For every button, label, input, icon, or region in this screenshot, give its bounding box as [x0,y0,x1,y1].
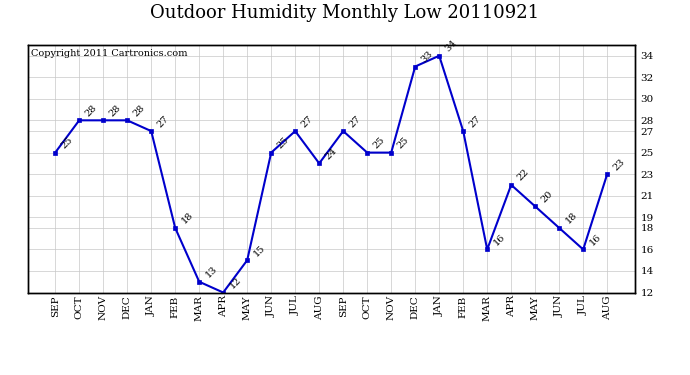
Text: 25: 25 [371,135,386,150]
Text: 28: 28 [83,103,99,118]
Text: 27: 27 [155,114,170,129]
Text: Copyright 2011 Cartronics.com: Copyright 2011 Cartronics.com [30,49,187,58]
Text: 33: 33 [420,49,435,64]
Text: 24: 24 [324,146,339,161]
Text: 22: 22 [515,168,531,183]
Text: 12: 12 [228,275,243,290]
Text: 15: 15 [251,243,266,258]
Text: 16: 16 [587,232,602,247]
Text: 20: 20 [540,189,555,204]
Text: 13: 13 [204,264,219,280]
Text: 28: 28 [108,103,123,118]
Text: 27: 27 [347,114,362,129]
Text: 27: 27 [299,114,315,129]
Text: 25: 25 [275,135,290,150]
Text: 23: 23 [611,157,627,172]
Text: 27: 27 [467,114,482,129]
Text: 25: 25 [395,135,411,150]
Text: Outdoor Humidity Monthly Low 20110921: Outdoor Humidity Monthly Low 20110921 [150,4,540,22]
Text: 34: 34 [444,38,459,54]
Text: 25: 25 [59,135,75,150]
Text: 18: 18 [179,211,195,226]
Text: 16: 16 [491,232,506,247]
Text: 28: 28 [131,103,146,118]
Text: 18: 18 [563,211,578,226]
